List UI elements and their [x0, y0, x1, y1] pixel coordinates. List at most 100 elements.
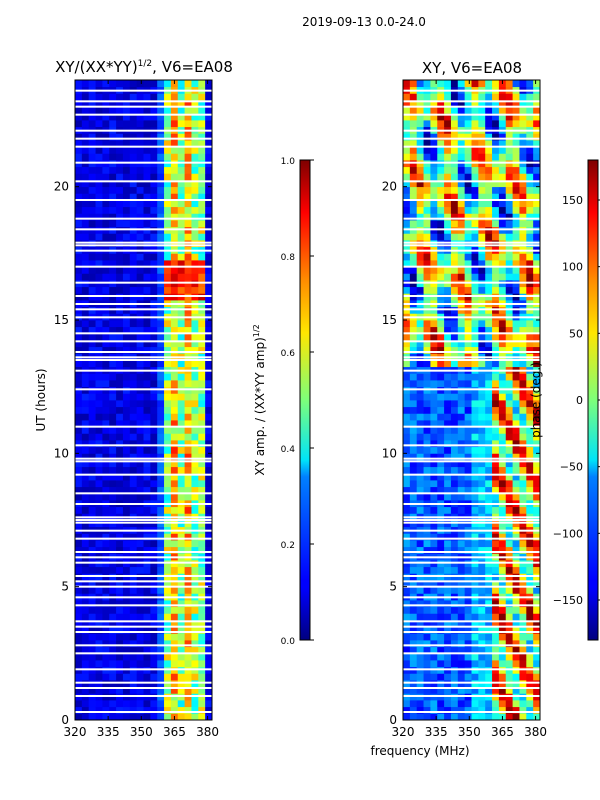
amp-heatmap-cell [88, 713, 96, 721]
amp-heatmap-cell [109, 320, 117, 328]
phase-heatmap-cell [416, 460, 424, 468]
amp-heatmap-cell [129, 533, 138, 541]
phase-heatmap-cell [498, 120, 507, 128]
phase-heatmap-cell [519, 613, 527, 621]
phase-heatmap-cell [403, 260, 411, 268]
amp-heatmap-cell [109, 360, 117, 368]
phase-heatmap-cell [464, 480, 472, 488]
phase-heatmap-cell [457, 146, 466, 154]
phase-heatmap-cell [403, 580, 411, 588]
amp-heatmap-cell [95, 546, 103, 554]
amp-heatmap-cell [81, 346, 90, 354]
amp-heatmap-cell [81, 333, 90, 341]
phase-heatmap-cell [478, 653, 486, 661]
phase-flagged-row [403, 356, 540, 359]
phase-heatmap-cell [512, 106, 520, 114]
amp-heatmap-cell [177, 606, 185, 614]
phase-heatmap-cell [444, 493, 452, 501]
amp-panel: XY/(XX*YY)1/2, V6=EA08 320 335 350 365 380 0… [34, 58, 233, 739]
phase-heatmap-cell [471, 413, 479, 421]
phase-heatmap-cell [478, 473, 486, 481]
amp-heatmap-cell [205, 453, 213, 461]
phase-heatmap-cell [512, 400, 520, 408]
phase-heatmap-cell [409, 253, 418, 261]
amp-heatmap-cell [116, 140, 124, 148]
amp-heatmap-cell [191, 673, 199, 681]
phase-heatmap-cell [450, 460, 459, 468]
amp-heatmap-cell [95, 540, 103, 548]
amp-heatmap-cell [150, 340, 158, 348]
phase-heatmap-cell [471, 686, 479, 694]
amp-heatmap-cell [109, 673, 117, 681]
amp-heatmap-cell [191, 213, 199, 221]
phase-flagged-row [403, 217, 540, 220]
amp-heatmap-cell [109, 333, 117, 341]
phase-heatmap-cell [492, 580, 500, 588]
phase-heatmap-cell [409, 440, 418, 448]
amp-heatmap-cell [143, 613, 151, 621]
phase-heatmap-cell [505, 340, 513, 348]
phase-heatmap-cell [519, 213, 527, 221]
phase-heatmap-cell [505, 193, 513, 201]
phase-heatmap-cell [498, 133, 507, 141]
phase-heatmap-cell [512, 113, 520, 121]
phase-heatmap-cell [430, 620, 438, 628]
amp-heatmap-cell [116, 393, 124, 401]
amp-heatmap-cell [102, 413, 110, 421]
phase-heatmap-cell [505, 700, 513, 708]
phase-heatmap-cell [423, 606, 431, 614]
amp-heatmap-cell [157, 660, 165, 668]
phase-heatmap-cell [464, 660, 472, 668]
phase-heatmap-cell [485, 400, 493, 408]
amp-heatmap-cell [164, 493, 172, 501]
amp-heatmap-cell [205, 473, 213, 481]
amp-heatmap-cell [191, 140, 199, 148]
phase-heatmap-cell [423, 220, 431, 228]
phase-heatmap-cell [444, 686, 452, 694]
phase-heatmap-cell [423, 253, 431, 261]
phase-heatmap-cell [444, 640, 452, 648]
phase-heatmap-cell [505, 713, 513, 721]
phase-heatmap-cell [423, 113, 431, 121]
phase-heatmap-cell [409, 540, 418, 548]
phase-heatmap-cell [416, 260, 424, 268]
phase-heatmap-cell [485, 480, 493, 488]
phase-heatmap-cell [423, 633, 431, 641]
phase-heatmap-cell [519, 360, 527, 368]
amp-heatmap-cell [122, 580, 131, 588]
amp-heatmap-cell [191, 380, 199, 388]
amp-heatmap-cell [177, 440, 185, 448]
amp-heatmap-cell [198, 213, 206, 221]
amp-heatmap-cell [177, 566, 185, 574]
phase-heatmap-cell [444, 600, 452, 608]
phase-heatmap-cell [416, 433, 424, 441]
phase-heatmap-cell [464, 266, 472, 274]
amp-heatmap-cell [95, 206, 103, 214]
amp-heatmap-cell [122, 133, 131, 141]
amp-heatmap-cell [164, 660, 172, 668]
amp-heatmap-cell [75, 266, 83, 274]
amp-heatmap-cell [88, 540, 96, 548]
amp-heatmap-cell [143, 486, 151, 494]
amp-heatmap-cell [116, 586, 124, 594]
amp-heatmap-cell [143, 506, 151, 514]
amp-heatmap-cell [205, 546, 213, 554]
phase-flagged-row [403, 145, 540, 148]
amp-heatmap-cell [116, 373, 124, 381]
amp-heatmap-cell [170, 653, 179, 661]
phase-heatmap-cell [533, 133, 541, 141]
phase-heatmap-cell [437, 686, 445, 694]
phase-heatmap-cell [526, 153, 534, 161]
amp-heatmap-cell [95, 186, 103, 194]
amp-heatmap-cell [102, 400, 110, 408]
phase-heatmap-cell [457, 173, 466, 181]
phase-heatmap-cell [444, 380, 452, 388]
amp-heatmap-cell [95, 706, 103, 714]
amp-heatmap-cell [75, 566, 83, 574]
amp-heatmap-cell [143, 453, 151, 461]
phase-heatmap-cell [444, 113, 452, 121]
amp-heatmap-cell [116, 200, 124, 208]
amp-heatmap-cell [205, 433, 213, 441]
amp-heatmap-cell [164, 253, 172, 261]
